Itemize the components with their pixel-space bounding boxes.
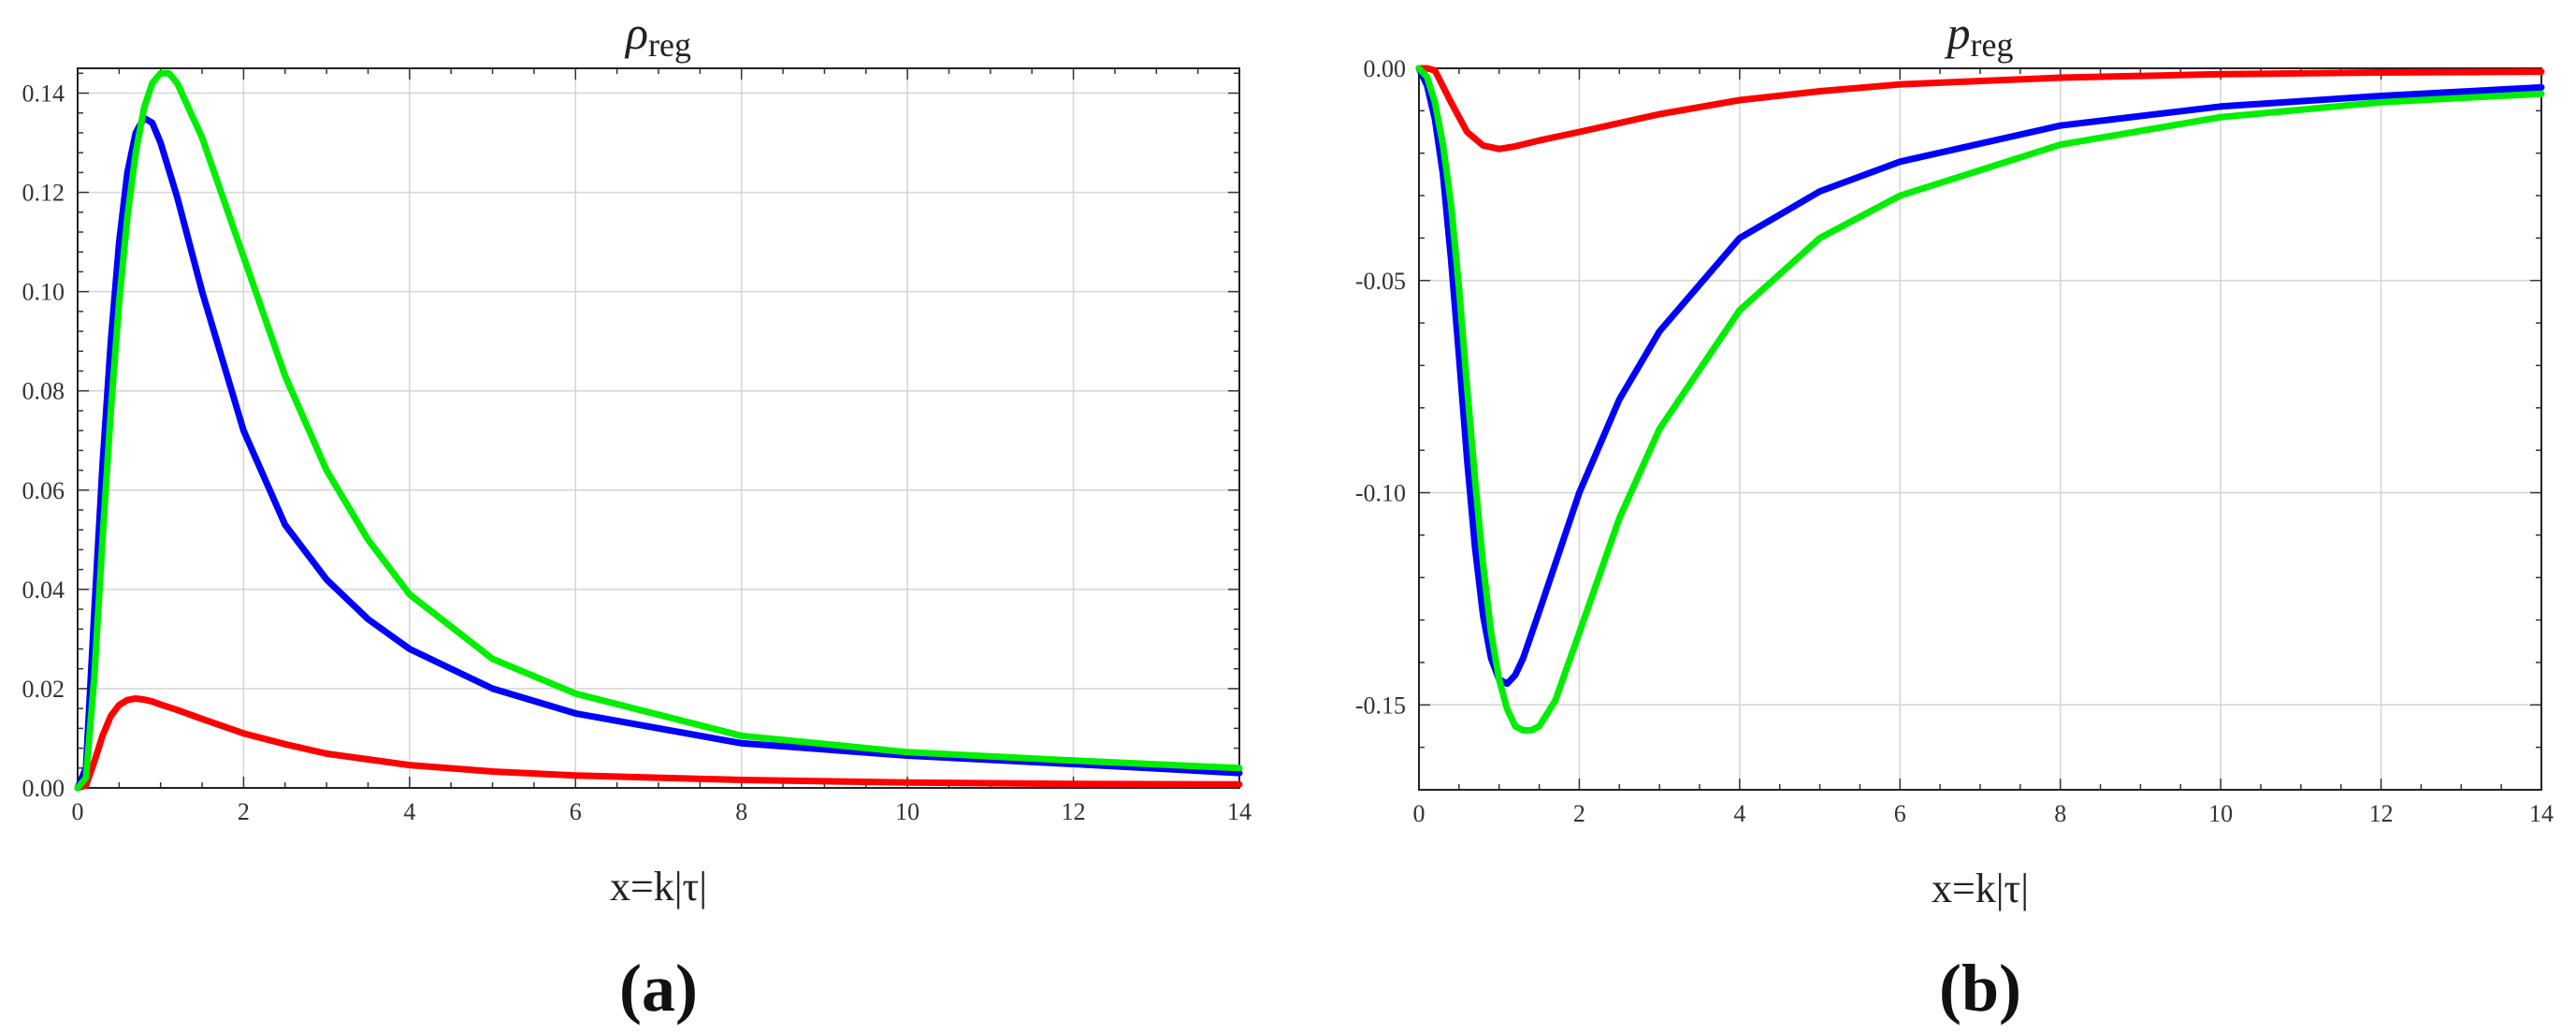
chart-panel-b: 0 2 4 6 8 10 12 14 0.00 -0.05 -0.10 -0.15 preg x=k|τ|… [1355, 7, 2554, 1026]
series-line-2 [1415, 65, 2545, 734]
x-tick-label: 14 [2529, 800, 2554, 827]
chart-title: ρreg [624, 7, 691, 64]
x-tick-label: 6 [1894, 800, 1906, 827]
x-tick-label: 2 [238, 798, 250, 825]
chart-title-main: p [1945, 7, 1971, 59]
x-tick-label: 14 [1227, 798, 1252, 825]
x-tick-label: 10 [895, 798, 919, 825]
y-tick-label: 0.14 [22, 80, 65, 108]
y-tick-label: 0.12 [22, 180, 65, 207]
y-tick-label: 0.10 [22, 279, 65, 306]
y-tick-label: 0.06 [22, 477, 65, 504]
y-tick-label: 0.00 [22, 775, 65, 802]
series-line-2 [74, 69, 1243, 792]
chart-title-sub: reg [648, 26, 691, 64]
x-tick-label: 10 [2208, 800, 2233, 827]
series-line-0 [74, 695, 1243, 792]
x-tick-label: 4 [1733, 800, 1745, 827]
x-tick-label: 8 [2054, 800, 2066, 827]
x-tick-label: 12 [1062, 798, 1086, 825]
chart-title-sub: reg [1971, 26, 2014, 64]
x-tick-label: 0 [1413, 800, 1425, 827]
series-line-1 [1415, 65, 2545, 688]
plot-frame [1418, 67, 2542, 791]
chart-title: preg [1945, 7, 2014, 64]
x-axis-label: x=k|τ| [610, 864, 707, 910]
x-tick-label: 0 [72, 798, 84, 825]
y-tick-label: 0.08 [22, 378, 65, 405]
y-tick-label: -0.10 [1355, 480, 1406, 507]
series-line-1 [74, 114, 1243, 792]
x-tick-label: 4 [403, 798, 415, 825]
series-line-0 [1415, 65, 2545, 153]
y-tick-label: 0.00 [1364, 55, 1407, 82]
y-tick-label: 0.04 [22, 576, 65, 604]
y-tick-label: -0.15 [1355, 692, 1406, 719]
x-tick-label: 6 [570, 798, 582, 825]
panel-label: (b) [1939, 951, 2021, 1026]
x-tick-label: 2 [1573, 800, 1585, 827]
plot-frame [77, 67, 1240, 789]
x-axis-label: x=k|τ| [1932, 866, 2029, 911]
x-tick-label: 8 [735, 798, 747, 825]
x-tick-label: 12 [2369, 800, 2394, 827]
y-tick-label: -0.05 [1355, 268, 1406, 295]
y-tick-label: 0.02 [22, 676, 65, 703]
panel-label: (a) [619, 951, 698, 1026]
chart-panel-a: 0 2 4 6 8 10 12 14 0.00 0.02 0.04 0.06 0.08 0.10 0.12 0… [22, 7, 1252, 1026]
chart-title-main: ρ [624, 7, 648, 59]
